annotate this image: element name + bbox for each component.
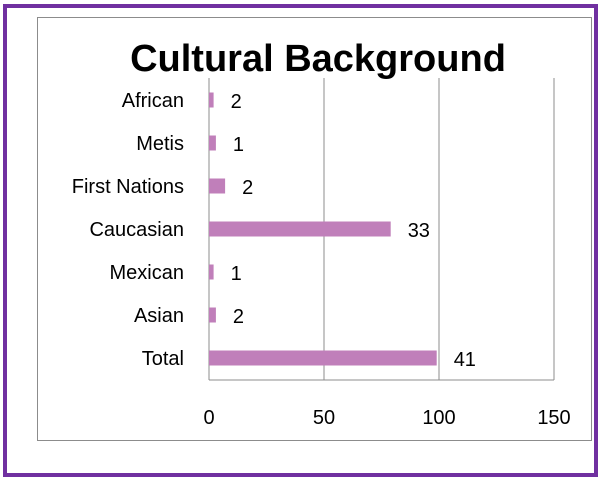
bar-asian (209, 307, 216, 323)
data-label: 2 (231, 91, 242, 113)
bars (209, 92, 437, 366)
x-tick-label: 50 (313, 407, 335, 429)
bar-metis (209, 135, 216, 151)
bar-caucasian (209, 221, 391, 237)
bar-total (209, 350, 437, 366)
data-label: 1 (233, 134, 244, 156)
category-label: Asian (134, 305, 184, 327)
category-label: African (122, 90, 184, 112)
chart-title: Cultural Background (130, 38, 506, 80)
category-label: Caucasian (89, 219, 184, 241)
data-label: 33 (408, 220, 430, 242)
data-label: 2 (242, 177, 253, 199)
data-label: 41 (454, 349, 476, 371)
category-label: First Nations (72, 176, 184, 198)
bar-african (209, 92, 214, 108)
labels: 0 50 100 150 African 2 Metis 1 First Nations 2 Cau… (72, 90, 571, 429)
category-label: Total (142, 348, 184, 370)
category-label: Mexican (110, 262, 184, 284)
data-label: 2 (233, 306, 244, 328)
bar-mexican (209, 264, 214, 280)
x-tick-label: 150 (537, 407, 570, 429)
bar-first-nations (209, 178, 226, 194)
category-label: Metis (136, 133, 184, 155)
x-tick-label: 0 (203, 407, 214, 429)
data-label: 1 (231, 263, 242, 285)
x-tick-label: 100 (422, 407, 455, 429)
